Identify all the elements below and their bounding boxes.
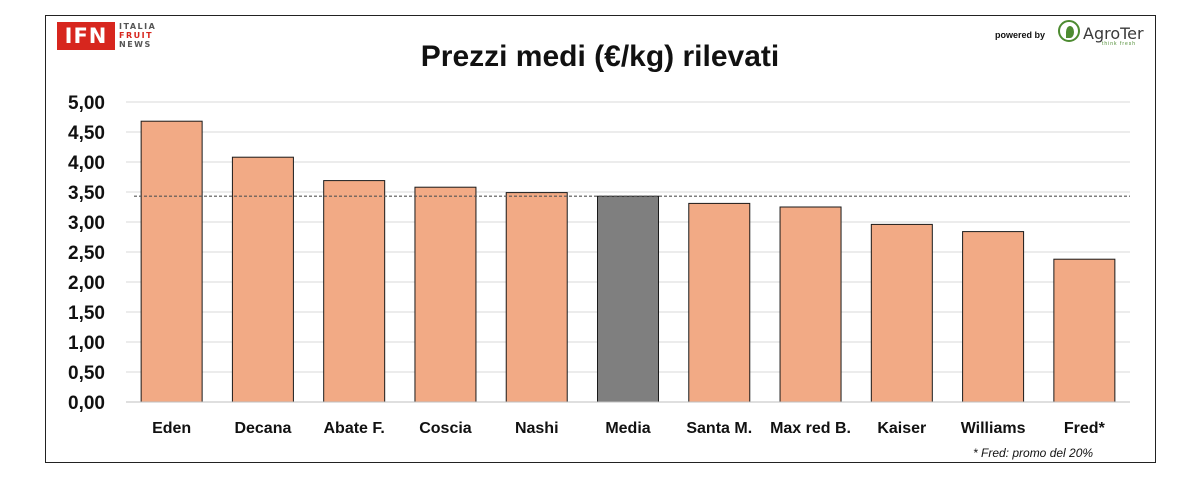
- y-tick-label: 3,50: [68, 183, 105, 204]
- x-tick-label: Santa M.: [686, 420, 752, 437]
- x-tick-label: Nashi: [515, 420, 559, 437]
- bar: [962, 231, 1025, 403]
- y-tick-label: 1,00: [68, 333, 105, 354]
- bar: [1053, 258, 1116, 403]
- x-tick-label: Williams: [961, 420, 1026, 437]
- y-tick-label: 4,50: [68, 123, 105, 144]
- bar: [231, 156, 294, 403]
- bar: [140, 120, 203, 403]
- y-tick-label: 0,00: [68, 393, 105, 414]
- ifn-logo-line3: NEWS: [119, 40, 152, 49]
- bar: [323, 180, 386, 403]
- agroter-logo-name: AgroTer: [1083, 24, 1144, 43]
- ifn-logo-line2: FRUIT: [119, 31, 154, 40]
- ifn-logo: IFN ITALIA FRUIT NEWS: [57, 22, 167, 52]
- x-tick-label: Coscia: [419, 420, 472, 437]
- tree-icon: [1058, 20, 1080, 42]
- x-tick-label: Fred*: [1064, 420, 1106, 437]
- bar: [597, 195, 659, 403]
- y-tick-label: 3,00: [68, 213, 105, 234]
- agroter-logo-tagline: think fresh: [1102, 41, 1137, 47]
- ifn-logo-mark: IFN: [57, 22, 115, 50]
- chart-title: Prezzi medi (€/kg) rilevati: [420, 40, 780, 73]
- bar: [870, 223, 933, 403]
- y-tick-label: 0,50: [68, 363, 105, 384]
- x-tick-label: Kaiser: [877, 420, 926, 437]
- x-tick-label: Decana: [234, 420, 291, 437]
- y-tick-label: 2,50: [68, 243, 105, 264]
- powered-by-label: powered by: [995, 30, 1046, 40]
- agroter-logo: AgroTer think fresh: [1058, 20, 1158, 50]
- y-tick-label: 1,50: [68, 303, 105, 324]
- y-tick-label: 4,00: [68, 153, 105, 174]
- y-tick-label: 2,00: [68, 273, 105, 294]
- bar: [688, 202, 751, 403]
- footnote: * Fred: promo del 20%: [973, 446, 1094, 460]
- bar: [779, 206, 842, 403]
- y-tick-label: 5,00: [68, 93, 105, 114]
- x-tick-label: Max red B.: [770, 420, 851, 437]
- bar: [505, 192, 568, 403]
- x-tick-label: Media: [605, 420, 650, 437]
- ifn-logo-line1: ITALIA: [119, 22, 157, 31]
- x-tick-label: Abate F.: [324, 420, 385, 437]
- bar: [414, 186, 477, 403]
- x-tick-label: Eden: [152, 420, 191, 437]
